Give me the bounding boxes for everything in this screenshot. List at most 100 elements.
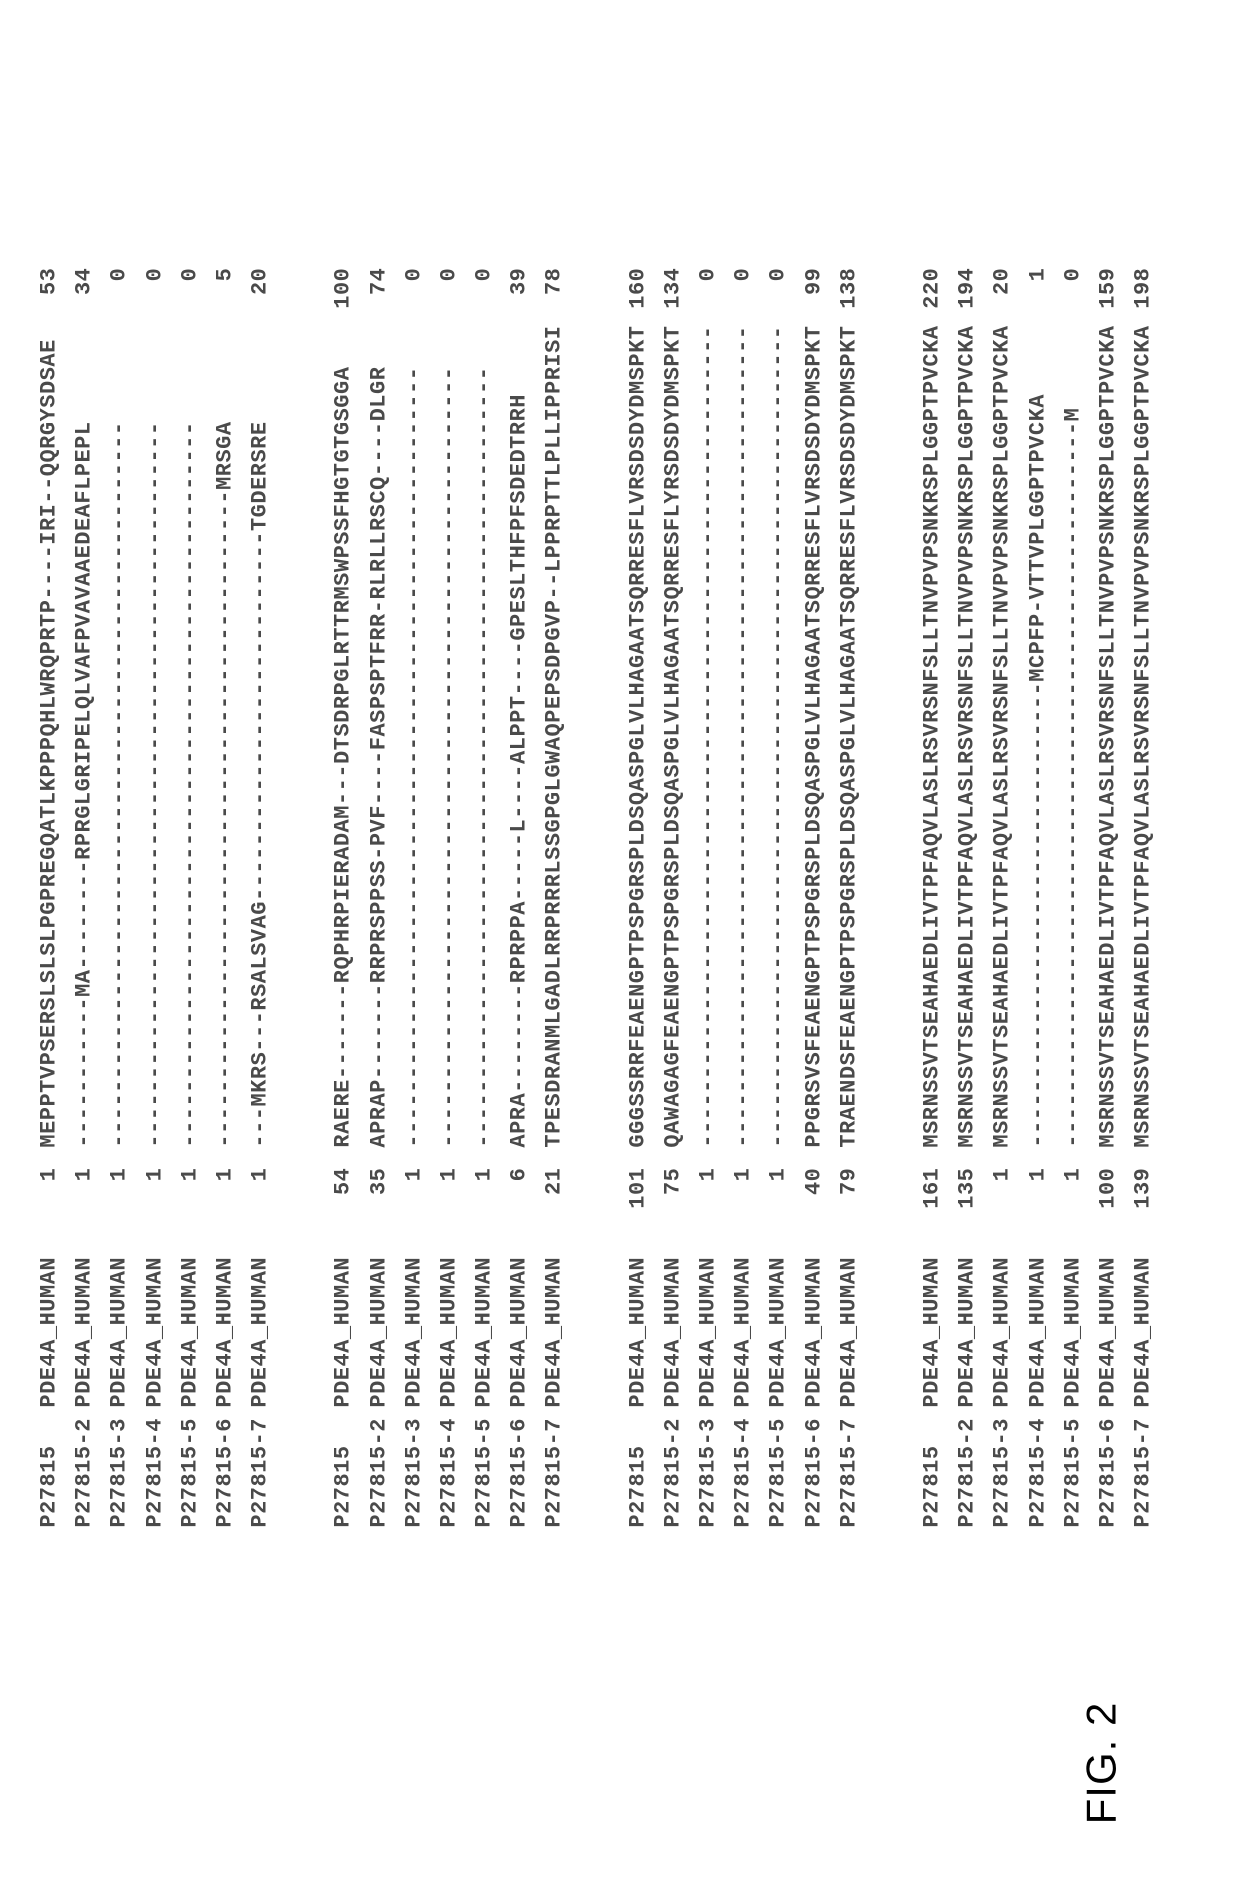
accession-id: P27815-3 <box>102 1407 137 1527</box>
sequence: ----------------------------------------… <box>726 327 761 1147</box>
start-position: 139 <box>1125 1147 1160 1227</box>
alignment-row: P27815-2PDE4A_HUMAN35APRAP-------RRPRSPP… <box>361 267 396 1527</box>
start-position: 1 <box>31 1147 66 1227</box>
sequence: MSRNSSVTSEAHAEDLIVTPFAQVLASLRSVRSNFSLLTN… <box>1125 327 1160 1147</box>
alignment-row: P27815-2PDE4A_HUMAN75QAWAGAGFEAENGPTPSPG… <box>655 267 690 1527</box>
protein-name: PDE4A_HUMAN <box>985 1227 1020 1407</box>
end-position: 0 <box>1055 267 1090 327</box>
start-position: 1 <box>985 1147 1020 1227</box>
sequence-alignment: P27815PDE4A_HUMAN1MEPPTVPSERSLSLSLPGPREG… <box>31 267 1208 1527</box>
protein-name: PDE4A_HUMAN <box>137 1227 172 1407</box>
start-position: 1 <box>137 1147 172 1227</box>
protein-name: PDE4A_HUMAN <box>690 1227 725 1407</box>
accession-id: P27815-6 <box>1090 1407 1125 1527</box>
alignment-row: P27815PDE4A_HUMAN1MEPPTVPSERSLSLSLPGPREG… <box>31 267 66 1527</box>
protein-name: PDE4A_HUMAN <box>1055 1227 1090 1407</box>
alignment-block: P27815PDE4A_HUMAN101GGGSSRRFEAENGPTPSPGR… <box>620 267 866 1527</box>
sequence: ---MKRS---RSALSVAG----------------------… <box>243 327 278 1147</box>
sequence: MSRNSSVTSEAHAEDLIVTPFAQVLASLRSVRSNFSLLTN… <box>1090 327 1125 1147</box>
protein-name: PDE4A_HUMAN <box>1020 1227 1055 1407</box>
accession-id: P27815-7 <box>243 1407 278 1527</box>
start-position: 1 <box>431 1147 466 1227</box>
start-position: 1 <box>726 1147 761 1227</box>
alignment-row: P27815-3PDE4A_HUMAN1MSRNSSVTSEAHAEDLIVTP… <box>985 267 1020 1527</box>
sequence: MSRNSSVTSEAHAEDLIVTPFAQVLASLRSVRSNFSLLTN… <box>914 327 949 1147</box>
protein-name: PDE4A_HUMAN <box>67 1227 102 1407</box>
alignment-block: P27815PDE4A_HUMAN1MEPPTVPSERSLSLSLPGPREG… <box>31 267 277 1527</box>
figure-label: FIG. 2 <box>1077 1702 1125 1825</box>
sequence: QAWAGAGFEAENGPTPSPGRSPLDSQASPGLVLHAGAATS… <box>655 327 690 1147</box>
accession-id: P27815-3 <box>396 1407 431 1527</box>
alignment-row: P27815-5PDE4A_HUMAN1--------------------… <box>172 267 207 1527</box>
accession-id: P27815-4 <box>431 1407 466 1527</box>
protein-name: PDE4A_HUMAN <box>761 1227 796 1407</box>
accession-id: P27815-5 <box>172 1407 207 1527</box>
protein-name: PDE4A_HUMAN <box>796 1227 831 1407</box>
end-position: 34 <box>67 267 102 327</box>
sequence: ----------------------------------------… <box>466 327 501 1147</box>
end-position: 78 <box>537 267 572 327</box>
start-position: 21 <box>537 1147 572 1227</box>
protein-name: PDE4A_HUMAN <box>396 1227 431 1407</box>
accession-id: P27815-3 <box>690 1407 725 1527</box>
protein-name: PDE4A_HUMAN <box>102 1227 137 1407</box>
protein-name: PDE4A_HUMAN <box>655 1227 690 1407</box>
sequence: APRA--------RPRPPA-----L----ALPPT----GPE… <box>502 327 537 1147</box>
start-position: 54 <box>326 1147 361 1227</box>
start-position: 161 <box>914 1147 949 1227</box>
end-position: 0 <box>102 267 137 327</box>
start-position: 1 <box>466 1147 501 1227</box>
alignment-row: P27815-7PDE4A_HUMAN139MSRNSSVTSEAHAEDLIV… <box>1125 267 1160 1527</box>
accession-id: P27815 <box>326 1407 361 1527</box>
start-position: 101 <box>620 1147 655 1227</box>
end-position: 53 <box>31 267 66 327</box>
end-position: 198 <box>1125 267 1160 327</box>
protein-name: PDE4A_HUMAN <box>1125 1227 1160 1407</box>
alignment-row: P27815-5PDE4A_HUMAN1--------------------… <box>466 267 501 1527</box>
start-position: 1 <box>1020 1147 1055 1227</box>
start-position: 1 <box>207 1147 242 1227</box>
accession-id: P27815-4 <box>137 1407 172 1527</box>
alignment-block: P27815PDE4A_HUMAN161MSRNSSVTSEAHAEDLIVTP… <box>914 267 1160 1527</box>
start-position: 1 <box>1055 1147 1090 1227</box>
end-position: 0 <box>761 267 796 327</box>
accession-id: P27815-3 <box>985 1407 1020 1527</box>
sequence: ----------------------------------------… <box>690 327 725 1147</box>
sequence: ----------------------------------------… <box>761 327 796 1147</box>
end-position: 134 <box>655 267 690 327</box>
accession-id: P27815-4 <box>726 1407 761 1527</box>
protein-name: PDE4A_HUMAN <box>950 1227 985 1407</box>
start-position: 1 <box>243 1147 278 1227</box>
sequence: ----------------------------------------… <box>1055 327 1090 1147</box>
alignment-row: P27815-5PDE4A_HUMAN1--------------------… <box>761 267 796 1527</box>
accession-id: P27815-7 <box>831 1407 866 1527</box>
start-position: 1 <box>690 1147 725 1227</box>
sequence: ----------------------------------------… <box>207 327 242 1147</box>
end-position: 220 <box>914 267 949 327</box>
end-position: 0 <box>466 267 501 327</box>
accession-id: P27815-7 <box>537 1407 572 1527</box>
accession-id: P27815 <box>914 1407 949 1527</box>
alignment-row: P27815-7PDE4A_HUMAN1---MKRS---RSALSVAG--… <box>243 267 278 1527</box>
accession-id: P27815-4 <box>1020 1407 1055 1527</box>
protein-name: PDE4A_HUMAN <box>914 1227 949 1407</box>
alignment-row: P27815-7PDE4A_HUMAN21TPESDRANMLGADLRRPRR… <box>537 267 572 1527</box>
sequence: ----------------------------------MCPFP-… <box>1020 327 1055 1147</box>
sequence: APRAP-------RRPRSPPSS-PVF----FASPSPTFRR-… <box>361 327 396 1147</box>
end-position: 0 <box>396 267 431 327</box>
start-position: 1 <box>102 1147 137 1227</box>
accession-id: P27815-2 <box>950 1407 985 1527</box>
start-position: 35 <box>361 1147 396 1227</box>
end-position: 1 <box>1020 267 1055 327</box>
protein-name: PDE4A_HUMAN <box>326 1227 361 1407</box>
alignment-row: P27815PDE4A_HUMAN161MSRNSSVTSEAHAEDLIVTP… <box>914 267 949 1527</box>
end-position: 100 <box>326 267 361 327</box>
sequence: ----------------------------------------… <box>396 327 431 1147</box>
accession-id: P27815-5 <box>466 1407 501 1527</box>
end-position: 159 <box>1090 267 1125 327</box>
protein-name: PDE4A_HUMAN <box>361 1227 396 1407</box>
accession-id: P27815 <box>31 1407 66 1527</box>
alignment-row: P27815-6PDE4A_HUMAN6APRA--------RPRPPA--… <box>502 267 537 1527</box>
end-position: 160 <box>620 267 655 327</box>
accession-id: P27815-2 <box>67 1407 102 1527</box>
